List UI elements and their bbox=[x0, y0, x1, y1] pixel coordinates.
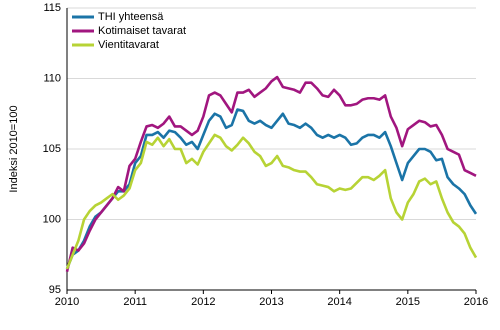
y-tick-label: 110 bbox=[43, 72, 61, 84]
y-axis-label: Indeksi 2010=100 bbox=[8, 105, 20, 192]
y-tick-label: 105 bbox=[43, 143, 61, 155]
x-tick-label: 2012 bbox=[191, 296, 215, 308]
y-tick-label: 95 bbox=[49, 284, 61, 296]
x-tick-label: 2014 bbox=[327, 296, 351, 308]
y-tick-label: 100 bbox=[43, 213, 61, 225]
y-tick-label: 115 bbox=[43, 2, 61, 14]
series-line bbox=[65, 75, 477, 272]
x-tick-label: 2013 bbox=[259, 296, 283, 308]
x-tick-label: 2015 bbox=[396, 296, 420, 308]
series-line bbox=[65, 108, 478, 270]
legend-label: Vientitavarat bbox=[98, 39, 159, 51]
legend-label: THI yhteensä bbox=[98, 11, 164, 23]
x-tick-label: 2016 bbox=[464, 296, 488, 308]
legend-label: Kotimaiset tavarat bbox=[98, 25, 186, 37]
x-tick-label: 2010 bbox=[55, 296, 79, 308]
x-tick-label: 2011 bbox=[123, 296, 147, 308]
series-line bbox=[65, 133, 478, 270]
